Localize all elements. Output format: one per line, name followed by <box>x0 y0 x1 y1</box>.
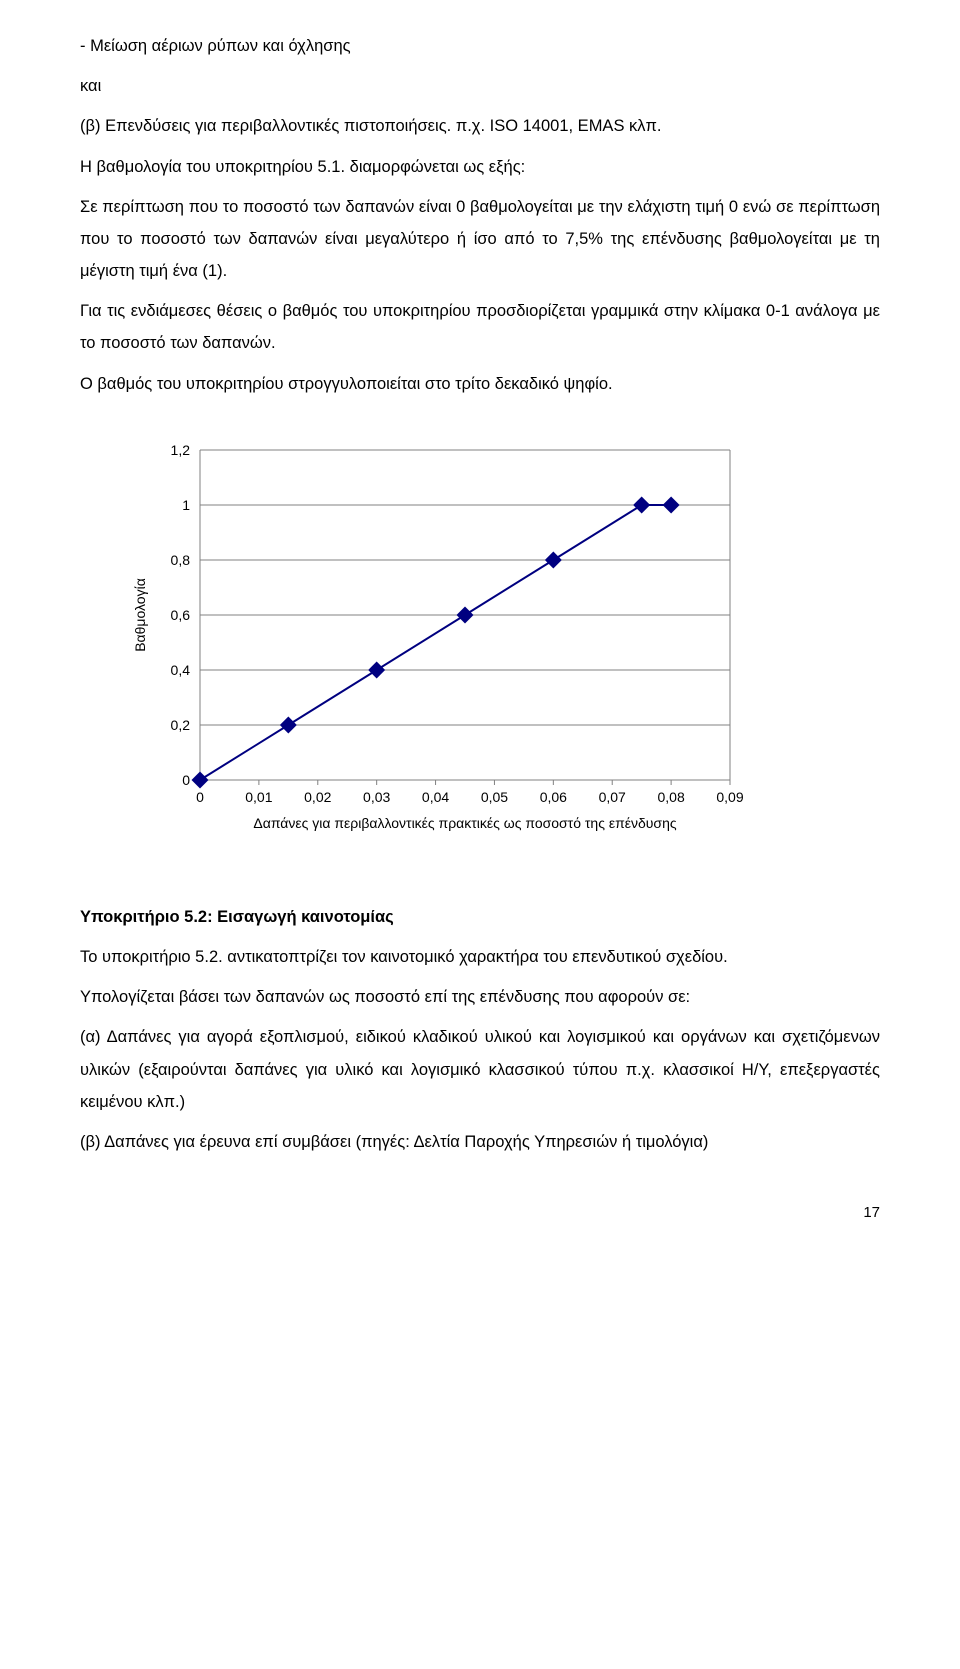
svg-text:1,2: 1,2 <box>171 442 191 458</box>
svg-text:0,03: 0,03 <box>363 789 390 805</box>
svg-text:0,8: 0,8 <box>171 552 191 568</box>
svg-text:0,06: 0,06 <box>540 789 567 805</box>
paragraph-intermediate: Για τις ενδιάμεσες θέσεις ο βαθμός του υ… <box>80 295 880 359</box>
svg-text:0,08: 0,08 <box>657 789 684 805</box>
paragraph-5-2-intro: Το υποκριτήριο 5.2. αντικατοπτρίζει τον … <box>80 941 880 973</box>
svg-text:0: 0 <box>182 772 190 788</box>
paragraph-5-2-b-lead: (β) Δαπάνες για έρευνα επί συμβάσει <box>80 1133 356 1151</box>
svg-text:0,04: 0,04 <box>422 789 449 805</box>
svg-text:Βαθμολογία: Βαθμολογία <box>132 578 148 652</box>
bullet-env-certifications: (β) Επενδύσεις για περιβαλλοντικές πιστο… <box>80 110 880 142</box>
text-and: και <box>80 70 880 102</box>
svg-text:Δαπάνες για περιβαλλοντικές πρ: Δαπάνες για περιβαλλοντικές πρακτικές ως… <box>253 815 676 831</box>
svg-text:0: 0 <box>196 789 204 805</box>
svg-text:0,4: 0,4 <box>171 662 191 678</box>
svg-text:0,07: 0,07 <box>599 789 626 805</box>
scoring-chart: 0 0,2 0,4 0,6 0,8 1 1,2 0 0,01 0,02 0,03 0,04 0,05 0,… <box>110 430 880 861</box>
svg-text:0,2: 0,2 <box>171 717 191 733</box>
paragraph-5-2-b: (β) Δαπάνες για έρευνα επί συμβάσει (πηγ… <box>80 1126 880 1158</box>
paragraph-scoring-rules: Σε περίπτωση που το ποσοστό των δαπανών … <box>80 191 880 288</box>
svg-text:0,02: 0,02 <box>304 789 331 805</box>
page-number: 17 <box>80 1198 880 1227</box>
svg-text:0,6: 0,6 <box>171 607 191 623</box>
heading-subcriterion-5-2: Υποκριτήριο 5.2: Εισαγωγή καινοτομίας <box>80 901 880 933</box>
svg-text:1: 1 <box>182 497 190 513</box>
paragraph-scoring-intro: Η βαθμολογία του υποκριτηρίου 5.1. διαμο… <box>80 151 880 183</box>
bullet-reduction-emissions: - Μείωση αέριων ρύπων και όχλησης <box>80 30 880 62</box>
paragraph-rounding: Ο βαθμός του υποκριτηρίου στρογγυλοποιεί… <box>80 368 880 400</box>
paragraph-5-2-a: (α) Δαπάνες για αγορά εξοπλισμού, ειδικο… <box>80 1021 880 1118</box>
svg-text:0,09: 0,09 <box>716 789 743 805</box>
svg-text:0,05: 0,05 <box>481 789 508 805</box>
paragraph-5-2-b-sources: (πηγές: Δελτία Παροχής Υπηρεσιών ή τιμολ… <box>356 1133 709 1151</box>
svg-text:0,01: 0,01 <box>245 789 272 805</box>
paragraph-5-2-calc: Υπολογίζεται βάσει των δαπανών ως ποσοστ… <box>80 981 880 1013</box>
